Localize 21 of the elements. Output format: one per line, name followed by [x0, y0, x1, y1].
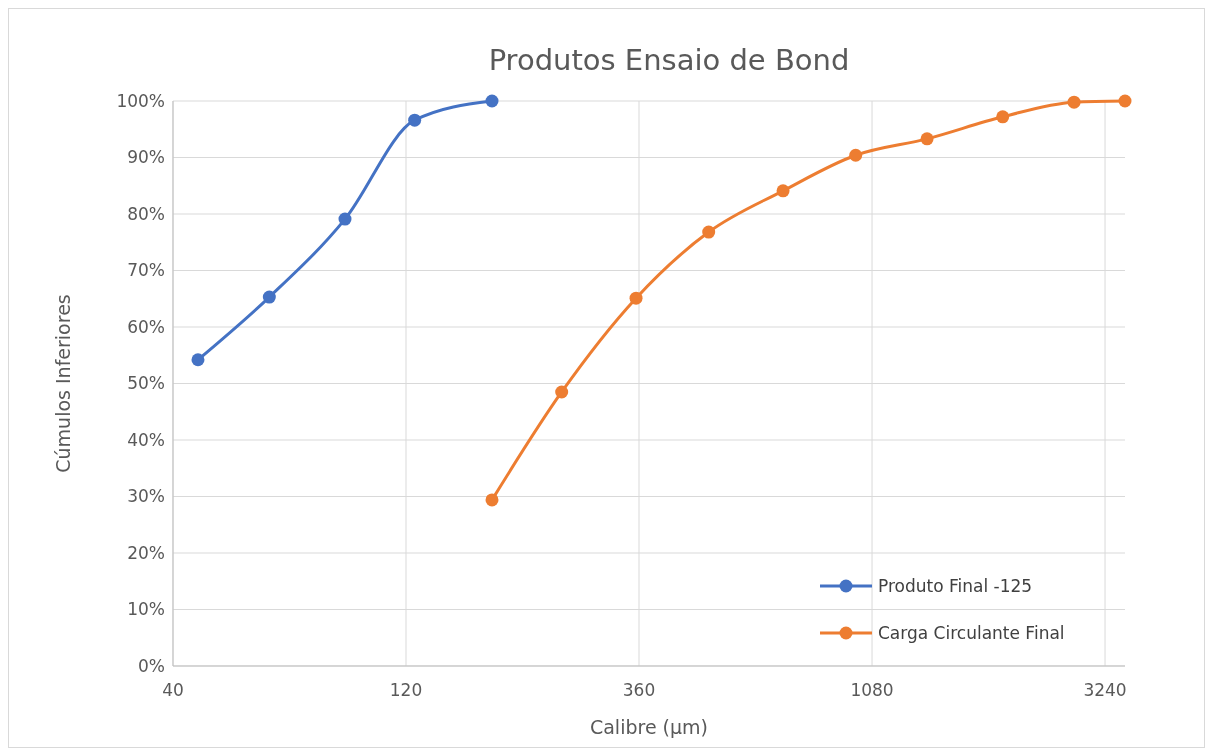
y-tick-label: 60%: [127, 316, 165, 337]
y-tick-label: 0%: [138, 655, 165, 676]
x-tick-label: 40: [162, 680, 184, 700]
chart-title: Produtos Ensaio de Bond: [488, 43, 850, 77]
legend-label: Produto Final -125: [878, 575, 1033, 596]
x-tick-label: 1080: [850, 680, 894, 700]
y-tick-label: 20%: [127, 542, 165, 563]
y-tick-label: 40%: [127, 429, 165, 450]
y-tick-label: 80%: [127, 203, 165, 224]
y-tick-label: 70%: [127, 260, 165, 281]
y-axis-title: Cúmulos Inferiores: [52, 294, 74, 473]
x-tick-label: 3240: [1083, 680, 1127, 700]
y-tick-label: 90%: [127, 147, 165, 168]
y-tick-label: 30%: [127, 486, 165, 507]
x-tick-label: 360: [622, 680, 656, 700]
x-axis-title: Calibre (µm): [589, 716, 709, 738]
y-tick-label: 100%: [116, 90, 165, 111]
y-tick-label: 10%: [127, 599, 165, 620]
x-tick-label: 120: [389, 680, 423, 700]
y-tick-label: 50%: [127, 373, 165, 394]
legend-label: Carga Circulante Final: [878, 622, 1065, 643]
